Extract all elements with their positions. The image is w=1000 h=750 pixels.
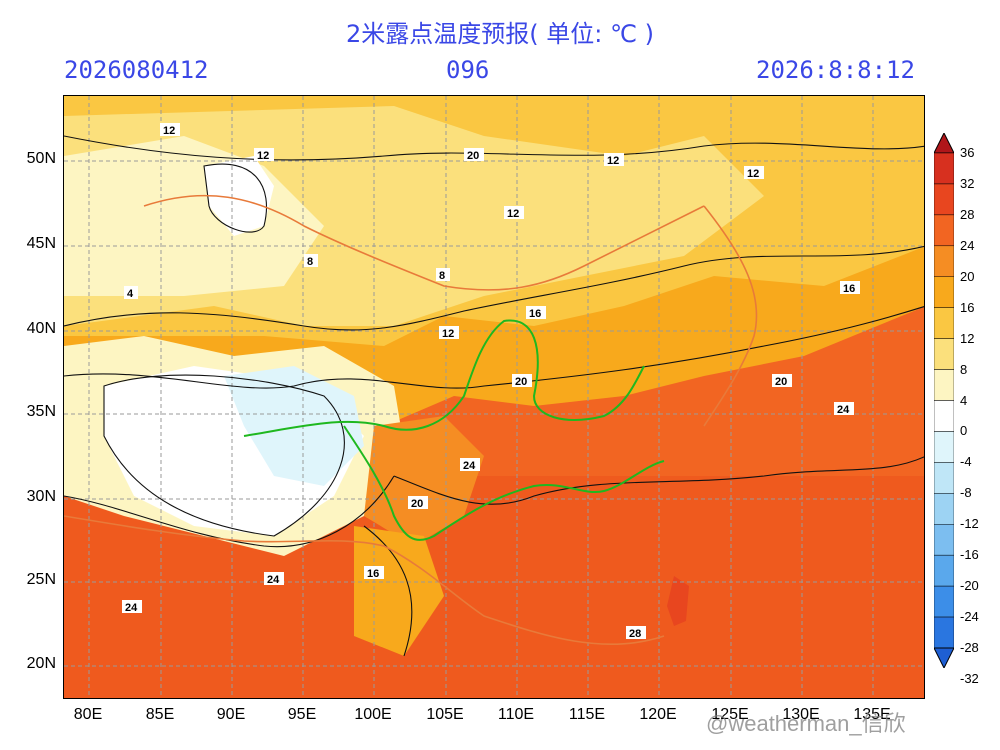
lon-label: 135E: [853, 706, 891, 723]
contour-label: 20: [775, 376, 787, 388]
lat-label: 45N: [26, 235, 56, 252]
lon-label: 130E: [782, 706, 820, 723]
colorbar-swatch: [934, 214, 954, 247]
contour-label: 16: [529, 308, 541, 320]
colorbar-label: 12: [960, 330, 975, 346]
colorbar-label: 24: [960, 237, 975, 253]
valid-time: 2026:8:8:12: [756, 56, 915, 84]
colorbar-swatch: [934, 338, 954, 370]
lon-label: 120E: [639, 706, 677, 723]
contour-label: 24: [125, 602, 138, 614]
colorbar-swatch: [934, 616, 954, 649]
contour-label: 24: [837, 404, 850, 416]
lon-label: 95E: [287, 706, 317, 723]
colorbar-label: -12: [960, 516, 979, 532]
contour-label: 12: [507, 208, 519, 220]
lat-label: 35N: [26, 403, 56, 420]
forecast-hour: 096: [446, 56, 490, 84]
lon-label: 90E: [216, 706, 246, 723]
lat-label: 20N: [26, 655, 56, 672]
colorbar: [934, 133, 954, 668]
colorbar-label: -20: [960, 578, 979, 594]
map-canvas: 12 12 20 12 12 16 20 24 20 24 28 24 24 4…: [64, 96, 924, 698]
colorbar-label: -24: [960, 609, 979, 625]
colorbar-swatch: [934, 585, 954, 618]
colorbar-swatch: [934, 431, 954, 463]
lat-label: 25N: [26, 571, 56, 588]
contour-label: 28: [629, 628, 641, 640]
lat-label: 50N: [26, 150, 56, 167]
contour-label: 16: [843, 283, 855, 295]
lat-label: 30N: [26, 488, 56, 505]
contour-label: 20: [515, 376, 527, 388]
colorbar-label: -8: [960, 485, 972, 501]
chart-title: 2米露点温度预报( 单位: ℃ ): [346, 20, 654, 48]
contour-label: 16: [367, 568, 379, 580]
colorbar-arrow-bottom: [934, 647, 954, 668]
colorbar-label: 16: [960, 299, 975, 315]
colorbar-swatch: [934, 152, 954, 185]
colorbar-swatch: [934, 400, 954, 432]
colorbar-label: 36: [960, 145, 975, 160]
lon-label: 80E: [73, 706, 103, 723]
watermark: @weatherman_信欣: [706, 711, 906, 736]
colorbar-label: 4: [960, 392, 968, 408]
lon-label: 110E: [497, 706, 535, 723]
colorbar-swatch: [934, 369, 954, 401]
colorbar-label: 28: [960, 206, 975, 222]
contour-label: 12: [163, 125, 175, 137]
colorbar-label: 0: [960, 423, 968, 439]
contour-label: 12: [747, 168, 759, 180]
lon-label: 125E: [711, 706, 749, 723]
contour-label: 20: [411, 498, 423, 510]
contour-label: 12: [607, 155, 619, 167]
contour-label: 24: [463, 460, 476, 472]
colorbar-label: 20: [960, 268, 975, 284]
contour-label: 20: [467, 150, 479, 162]
lat-label: 40N: [26, 320, 56, 337]
lon-label: 115E: [568, 706, 606, 723]
colorbar-arrow-top: [934, 133, 954, 154]
contour-label: 8: [439, 270, 445, 282]
contour-label: 12: [442, 328, 454, 340]
colorbar-swatch: [934, 307, 954, 339]
lon-label: 85E: [145, 706, 175, 723]
colorbar-label: -4: [960, 454, 972, 470]
colorbar-swatch: [934, 245, 954, 277]
contour-label: 24: [267, 574, 280, 586]
colorbar-label: -16: [960, 547, 979, 563]
dewpoint-map: 12 12 20 12 12 16 20 24 20 24 28 24 24 4…: [63, 95, 925, 699]
colorbar-label: 8: [960, 361, 968, 377]
colorbar-swatch: [934, 183, 954, 216]
colorbar-swatch: [934, 276, 954, 308]
colorbar-swatch: [934, 554, 954, 587]
colorbar-swatch: [934, 493, 954, 525]
init-time: 2026080412: [64, 56, 209, 84]
contour-label: 8: [307, 256, 313, 268]
colorbar-label: 32: [960, 175, 975, 191]
contour-label: 12: [257, 150, 269, 162]
colorbar-label: -28: [960, 640, 979, 655]
colorbar-swatch: [934, 524, 954, 556]
lon-label: 100E: [354, 706, 392, 723]
lon-label: 105E: [426, 706, 464, 723]
colorbar-swatch: [934, 462, 954, 494]
colorbar-label: -32: [960, 670, 979, 686]
contour-label: 4: [127, 288, 134, 300]
